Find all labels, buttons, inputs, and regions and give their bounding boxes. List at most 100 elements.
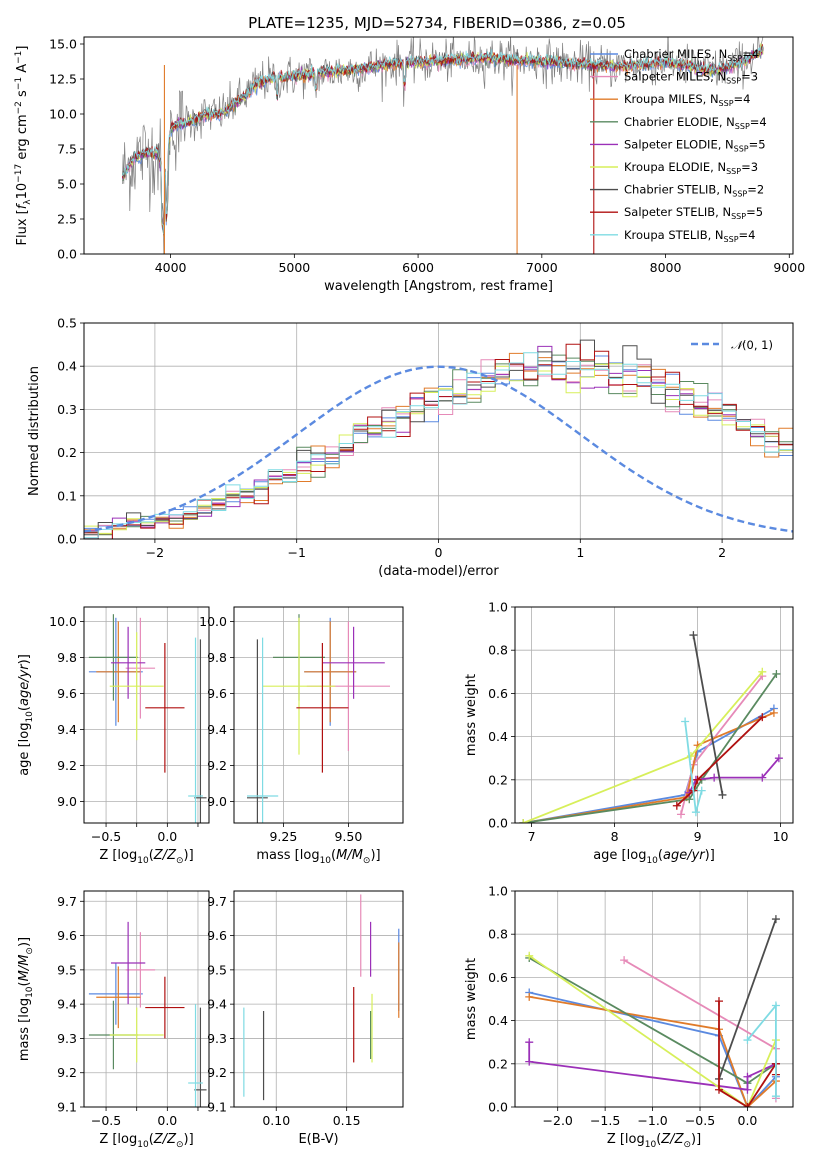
x-tick-label: 0.0	[157, 829, 177, 844]
panel-age-vs-Z: −0.5 0.09.09.29.49.69.810.0Z [log10(Z/Z⊙)…	[17, 606, 210, 866]
x-tick-label: 9	[694, 829, 702, 844]
marker-kroupa_stelib	[691, 808, 700, 817]
y-tick-label: 0.4	[488, 729, 508, 744]
x-axis-label-italic: M/M	[336, 848, 363, 863]
marker-salpeter_stelib	[672, 801, 681, 810]
y-tick-label: 9.4	[207, 997, 227, 1012]
y-tick-label: 0.0	[488, 816, 508, 831]
plot-area	[247, 614, 390, 823]
series-kroupa_elodie	[528, 955, 777, 1107]
x-axis-label-sub: 10	[137, 1140, 149, 1150]
x-axis-label: Z [log10(Z/Z⊙)]	[99, 1132, 193, 1150]
y-axis-label-part: ]	[15, 46, 30, 51]
x-tick-label: 7000	[526, 260, 558, 275]
y-axis-label-part: )]	[17, 654, 32, 664]
x-axis-label-part: Z [log	[99, 1132, 137, 1147]
figure-title: PLATE=1235, MJD=52734, FIBERID=0386, z=0…	[248, 14, 626, 32]
legend-label-text: Kroupa MILES, N	[624, 92, 719, 106]
y-axis-label-part: −2	[14, 101, 24, 114]
y-axis-label: Flux [fλ10−17 erg cm−2 s−1 A−1]	[14, 46, 33, 246]
marker-kroupa_elodie	[525, 951, 534, 960]
x-axis-label-sub: 10	[320, 856, 332, 866]
marker-salpeter_elodie	[525, 1038, 534, 1047]
legend-label-sub: SSP	[719, 99, 734, 108]
x-axis-label-part: Z [log	[607, 1132, 645, 1147]
normal-curve	[84, 365, 793, 533]
x-tick-label: −2.0	[543, 1113, 573, 1128]
y-axis-label-part: −1	[14, 77, 24, 90]
y-axis-label-part: (	[17, 981, 32, 986]
y-axis-label: mass weight	[464, 958, 479, 1040]
y-tick-label: 10.0	[199, 614, 227, 629]
legend-label-n: =4	[739, 228, 756, 242]
legend-label-text: Salpeter ELODIE, N	[624, 137, 734, 151]
x-axis-label: age [log10(age/yr)]	[593, 848, 715, 866]
plot-area	[525, 915, 780, 1107]
marker-salpeter_stelib	[714, 1085, 723, 1094]
marker-chabrier_stelib	[689, 631, 698, 640]
marker-kroupa_stelib	[697, 786, 706, 795]
marker-salpeter_miles	[620, 956, 629, 965]
legend-label-n: =5	[749, 137, 766, 151]
marker-salpeter_elodie	[743, 1072, 752, 1081]
y-axis-label-part: Flux [	[15, 209, 30, 245]
plot-area	[243, 894, 400, 1101]
plot-area	[519, 631, 783, 823]
x-axis-label-sub: ⊙	[176, 856, 184, 866]
legend-label-text: Chabrier ELODIE, N	[624, 115, 735, 129]
y-tick-label: 9.2	[207, 758, 227, 773]
legend-label-sub: SSP	[735, 122, 750, 131]
y-axis-label-part: λ	[23, 199, 33, 205]
series-chabrier_miles	[529, 991, 777, 1107]
x-axis-label-part: (	[149, 848, 154, 863]
x-axis-label-italic: Z/Z	[660, 1132, 684, 1147]
legend-label-n: =5	[746, 205, 763, 219]
x-tick-label: 9000	[773, 260, 805, 275]
x-tick-label: 7	[528, 829, 536, 844]
x-tick-label: 4000	[155, 260, 187, 275]
y-tick-label: 10.0	[49, 614, 77, 629]
legend-label-normal: 𝒩(0, 1)	[731, 338, 773, 352]
y-axis-label-part: erg cm	[15, 114, 30, 163]
y-tick-label: 0.2	[488, 1056, 508, 1071]
legend-args: (0, 1)	[742, 338, 773, 352]
marker-salpeter_elodie	[525, 1057, 534, 1066]
x-axis-label-italic: Z/Z	[153, 1132, 177, 1147]
y-tick-label: 7.5	[57, 142, 77, 157]
x-tick-label: 0	[435, 545, 443, 560]
x-tick-label: −0.5	[685, 1113, 715, 1128]
legend-label-n: =2	[747, 183, 764, 197]
axes-frame	[514, 890, 794, 1108]
legend-label-sub: SSP	[731, 212, 746, 221]
x-tick-label: −2	[146, 545, 164, 560]
x-axis-label-sub: 10	[646, 856, 658, 866]
series-salpeter_stelib	[676, 716, 763, 807]
x-tick-label: −1	[287, 545, 305, 560]
y-tick-label: 9.6	[207, 686, 227, 701]
legend-label-n: =3	[741, 70, 758, 84]
panel-age-vs-mass: 9.25 9.50 9.0 9.2 9.4 9.6 9.8 10.0 mass [log10(M…	[199, 606, 404, 866]
marker-kroupa_elodie	[758, 667, 767, 676]
y-axis-label-italic: age/yr	[17, 663, 32, 706]
x-tick-label: 6000	[402, 260, 434, 275]
axes-frame	[83, 890, 210, 1108]
legend-label-chabrier_miles: Chabrier MILES, NSSP=4	[624, 47, 759, 63]
legend-label-sub: SSP	[732, 190, 747, 199]
legend-label-text: Salpeter MILES, N	[624, 70, 726, 84]
y-tick-label: 0.5	[57, 316, 77, 331]
y-tick-label: 0.3	[57, 402, 77, 417]
x-axis-label-part: )]	[370, 848, 380, 863]
panel-spectrum: 4000 5000 6000 7000 8000 9000 0.0 2.5 5.0 7.5 10.0…	[14, 36, 805, 294]
y-axis-label: Normed distribution	[27, 366, 42, 496]
y-tick-label: 9.6	[57, 928, 77, 943]
y-tick-label: 9.2	[57, 1065, 77, 1080]
legend-label-sub: SSP	[727, 54, 742, 63]
y-tick-label: 9.5	[57, 962, 77, 977]
y-tick-label: 9.0	[57, 794, 77, 809]
y-tick-label: 0.0	[57, 532, 77, 547]
series-chabrier_stelib	[692, 634, 724, 796]
y-tick-label: 9.2	[207, 1065, 227, 1080]
